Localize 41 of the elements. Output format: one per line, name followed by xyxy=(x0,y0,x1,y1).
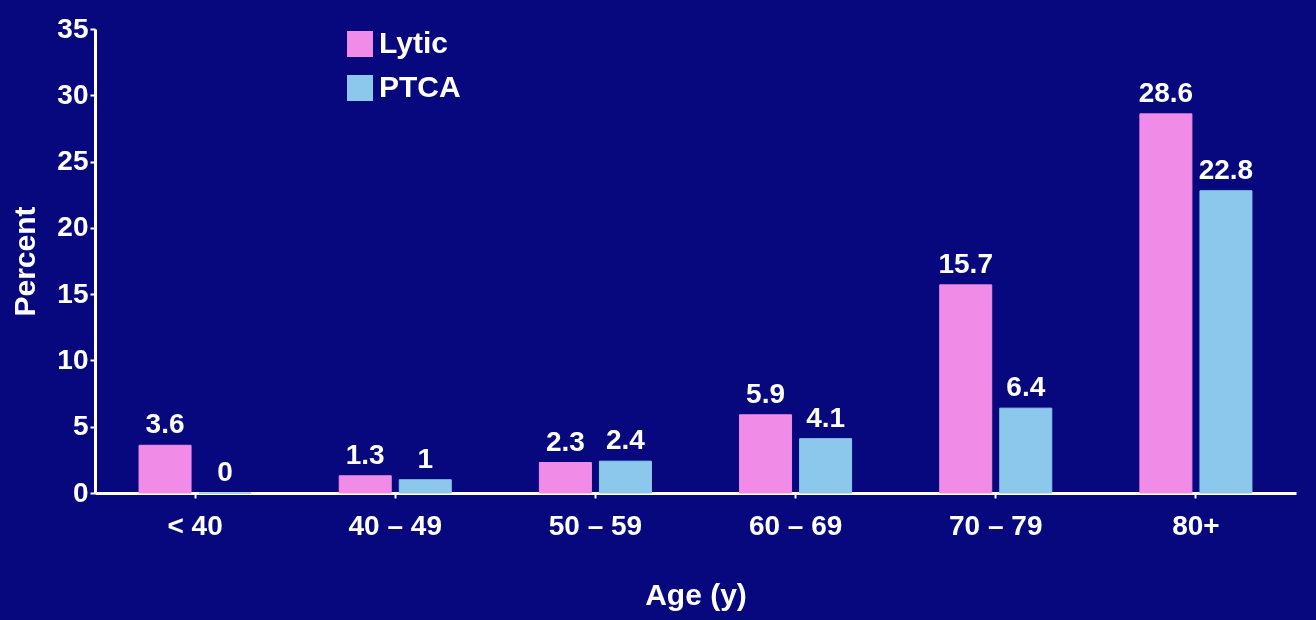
bar xyxy=(939,284,993,494)
bar xyxy=(398,479,452,494)
legend-label: Lytic xyxy=(379,26,448,59)
y-tick-label: 25 xyxy=(57,145,89,177)
data-label: 15.7 xyxy=(938,247,993,279)
x-tick-label: 80+ xyxy=(1172,509,1220,541)
x-tick-label: < 40 xyxy=(167,509,223,541)
bar xyxy=(598,460,652,494)
x-tick-label: 50 – 59 xyxy=(548,509,643,541)
x-tick-label: 40 – 49 xyxy=(348,509,442,541)
y-tick-label: 10 xyxy=(57,343,89,375)
data-label: 1 xyxy=(417,442,434,474)
y-axis-title: Percent xyxy=(8,206,42,317)
data-label: 4.1 xyxy=(806,401,846,433)
bar xyxy=(799,438,853,494)
data-label: 0 xyxy=(217,456,233,487)
bar xyxy=(739,414,793,494)
bar xyxy=(1139,113,1193,494)
y-tick-label: 15 xyxy=(57,277,89,309)
bar xyxy=(1199,190,1253,494)
y-tick-label: 35 xyxy=(57,12,89,44)
y-tick-label: 0 xyxy=(72,476,89,508)
bar xyxy=(338,475,392,494)
x-axis-title: Age (y) xyxy=(645,577,747,611)
y-tick-label: 5 xyxy=(72,410,89,442)
data-label: 22.8 xyxy=(1198,153,1254,185)
bar xyxy=(138,444,192,494)
data-label: 1.3 xyxy=(345,438,385,470)
x-tick-label: 60 – 69 xyxy=(748,509,843,541)
data-label: 3.6 xyxy=(145,408,185,440)
data-label: 2.4 xyxy=(605,424,646,456)
bar xyxy=(999,407,1053,494)
y-tick-label: 20 xyxy=(57,211,89,243)
x-tick-label: 70 – 79 xyxy=(949,509,1043,541)
y-tick-label: 30 xyxy=(57,78,89,110)
data-label: 5.9 xyxy=(746,377,786,409)
data-label: 2.3 xyxy=(545,425,585,457)
legend-label: PTCA xyxy=(379,70,461,103)
bar xyxy=(538,462,592,494)
data-label: 28.6 xyxy=(1138,76,1194,108)
data-label: 6.4 xyxy=(1006,371,1046,403)
